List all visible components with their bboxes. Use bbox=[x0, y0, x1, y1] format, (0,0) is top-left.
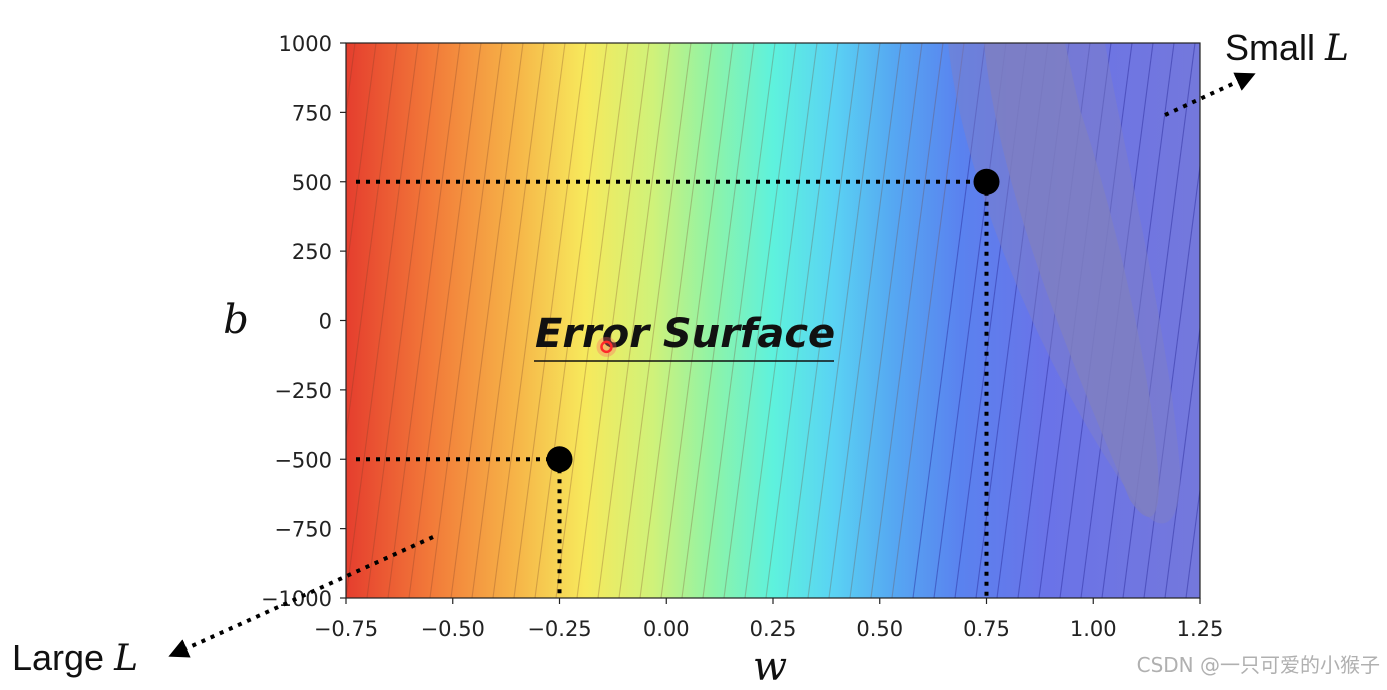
contour-line bbox=[912, 43, 986, 598]
contour-line bbox=[744, 43, 818, 598]
point-low-marker bbox=[546, 446, 573, 473]
contour-line bbox=[702, 43, 776, 598]
contour-line bbox=[870, 43, 944, 598]
minimum-region bbox=[984, 43, 1159, 517]
small-loss-annotation: Small L bbox=[1225, 27, 1349, 69]
highlight-glow bbox=[596, 336, 617, 357]
x-tick-label: 0.75 bbox=[963, 617, 1010, 641]
chart-title: Error Surface bbox=[535, 311, 835, 357]
y-axis-label: b bbox=[223, 297, 249, 343]
contour-line bbox=[681, 43, 755, 598]
contour-line bbox=[1101, 43, 1175, 598]
y-tick-label: −250 bbox=[274, 379, 332, 403]
contour-line bbox=[555, 43, 629, 598]
contour-line bbox=[408, 43, 482, 598]
contour-line bbox=[513, 43, 587, 598]
contour-line bbox=[1228, 43, 1300, 598]
contour-line bbox=[723, 43, 797, 598]
point-markers bbox=[546, 168, 1000, 473]
small-loss-symbol: L bbox=[1324, 28, 1349, 69]
watermark: CSDN @一只可爱的小猴子 bbox=[1137, 653, 1380, 677]
large-loss-prefix: Large bbox=[12, 637, 114, 678]
contour-line bbox=[346, 43, 419, 598]
y-tick-label: −750 bbox=[274, 518, 332, 542]
x-tick-label: 0.50 bbox=[856, 617, 903, 641]
contour-line bbox=[346, 43, 377, 279]
large-loss-annotation: Large L bbox=[12, 637, 138, 679]
contour-line bbox=[450, 43, 524, 598]
x-tick-label: 1.00 bbox=[1070, 617, 1117, 641]
y-tick-label: −500 bbox=[274, 448, 332, 472]
contour-line bbox=[492, 43, 566, 598]
contour-line bbox=[1185, 485, 1200, 598]
x-tick-label: −0.25 bbox=[527, 617, 591, 641]
y-tick-label: 500 bbox=[292, 171, 332, 195]
x-tick-label: −0.50 bbox=[421, 617, 485, 641]
contour-line bbox=[660, 43, 734, 598]
x-tick-label: −0.75 bbox=[314, 617, 378, 641]
large-loss-symbol: L bbox=[113, 638, 138, 679]
contour-line bbox=[1207, 43, 1279, 598]
contour-line bbox=[639, 43, 713, 598]
small-loss-prefix: Small bbox=[1225, 27, 1325, 68]
large-loss-arrow bbox=[168, 535, 434, 658]
minimum-region-outer bbox=[948, 43, 1181, 524]
y-tick-label: −1000 bbox=[261, 587, 332, 611]
plot-area bbox=[345, 42, 1321, 599]
contour-line bbox=[534, 43, 608, 598]
y-tick-label: 1000 bbox=[279, 32, 332, 56]
contour-line bbox=[1164, 323, 1200, 598]
contour-line bbox=[849, 43, 923, 598]
x-axis-label: w bbox=[753, 644, 787, 690]
contour-line bbox=[576, 43, 650, 598]
contour-line bbox=[828, 43, 902, 598]
contour-lines bbox=[346, 43, 1321, 598]
contour-line bbox=[346, 43, 398, 441]
contour-line bbox=[387, 43, 461, 598]
contour-line bbox=[807, 43, 881, 598]
x-tick-label: 1.25 bbox=[1177, 617, 1224, 641]
x-tick-label: 0.00 bbox=[643, 617, 690, 641]
contour-line bbox=[366, 43, 440, 598]
contour-line bbox=[891, 43, 965, 598]
y-axis-ticks: 1000 750 500 250 0 −250 −500 −750 −1000 bbox=[261, 32, 346, 611]
contour-line bbox=[618, 43, 692, 598]
y-tick-label: 0 bbox=[319, 310, 332, 334]
highlight-point bbox=[600, 340, 613, 354]
contour-line bbox=[933, 43, 1007, 598]
contour-line bbox=[786, 43, 860, 598]
x-tick-label: 0.25 bbox=[750, 617, 797, 641]
contour-line bbox=[597, 43, 671, 598]
contour-line bbox=[429, 43, 503, 598]
y-tick-label: 250 bbox=[292, 240, 332, 264]
y-tick-label: 750 bbox=[292, 101, 332, 125]
x-axis-ticks: −0.75 −0.50 −0.25 0.00 0.25 0.50 0.75 1.00 1.25 bbox=[314, 598, 1224, 641]
guide-lines bbox=[356, 179, 989, 598]
contour-line bbox=[471, 43, 545, 598]
contour-line bbox=[765, 43, 839, 598]
contour-line bbox=[1249, 43, 1321, 598]
point-high-marker bbox=[973, 168, 1000, 195]
